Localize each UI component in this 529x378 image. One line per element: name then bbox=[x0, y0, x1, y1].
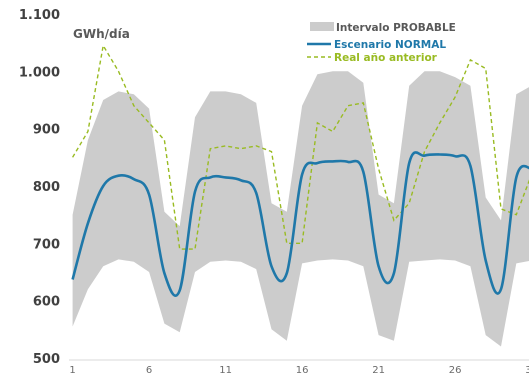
legend: Intervalo PROBABLE Escenario NORMAL Real… bbox=[307, 22, 456, 64]
y-tick-label: 900 bbox=[33, 123, 60, 138]
x-tick-label: 6 bbox=[146, 365, 152, 376]
x-axis-ticks: 161116212631 bbox=[69, 365, 529, 376]
y-tick-label: 1.000 bbox=[19, 65, 60, 80]
probable-interval-area bbox=[72, 71, 529, 347]
y-axis-ticks: 500 600 700 800 900 1.000 1.100 bbox=[19, 8, 60, 367]
probable-interval-band-layer bbox=[72, 71, 529, 347]
legend-normal-label: Escenario NORMAL bbox=[334, 39, 446, 51]
legend-band-swatch bbox=[310, 22, 334, 31]
x-tick-label: 11 bbox=[219, 365, 232, 376]
series-line-real-ano-anterior bbox=[71, 43, 529, 250]
legend-band-label: Intervalo PROBABLE bbox=[336, 22, 456, 34]
x-tick-label: 31 bbox=[525, 365, 529, 376]
y-tick-label: 1.100 bbox=[19, 8, 60, 23]
x-tick-label: 1 bbox=[69, 365, 75, 376]
y-tick-label: 700 bbox=[33, 237, 60, 252]
y-tick-label: 500 bbox=[33, 352, 60, 367]
series-lines-layer bbox=[71, 43, 529, 297]
series-line-escenario-normal bbox=[71, 151, 529, 297]
x-tick-label: 21 bbox=[372, 365, 385, 376]
x-tick-label: 16 bbox=[296, 365, 309, 376]
y-tick-label: 800 bbox=[33, 180, 60, 195]
x-tick-label: 26 bbox=[449, 365, 462, 376]
y-tick-label: 600 bbox=[33, 295, 60, 310]
legend-real-label: Real año anterior bbox=[334, 52, 438, 64]
unit-label: GWh/día bbox=[73, 27, 130, 41]
